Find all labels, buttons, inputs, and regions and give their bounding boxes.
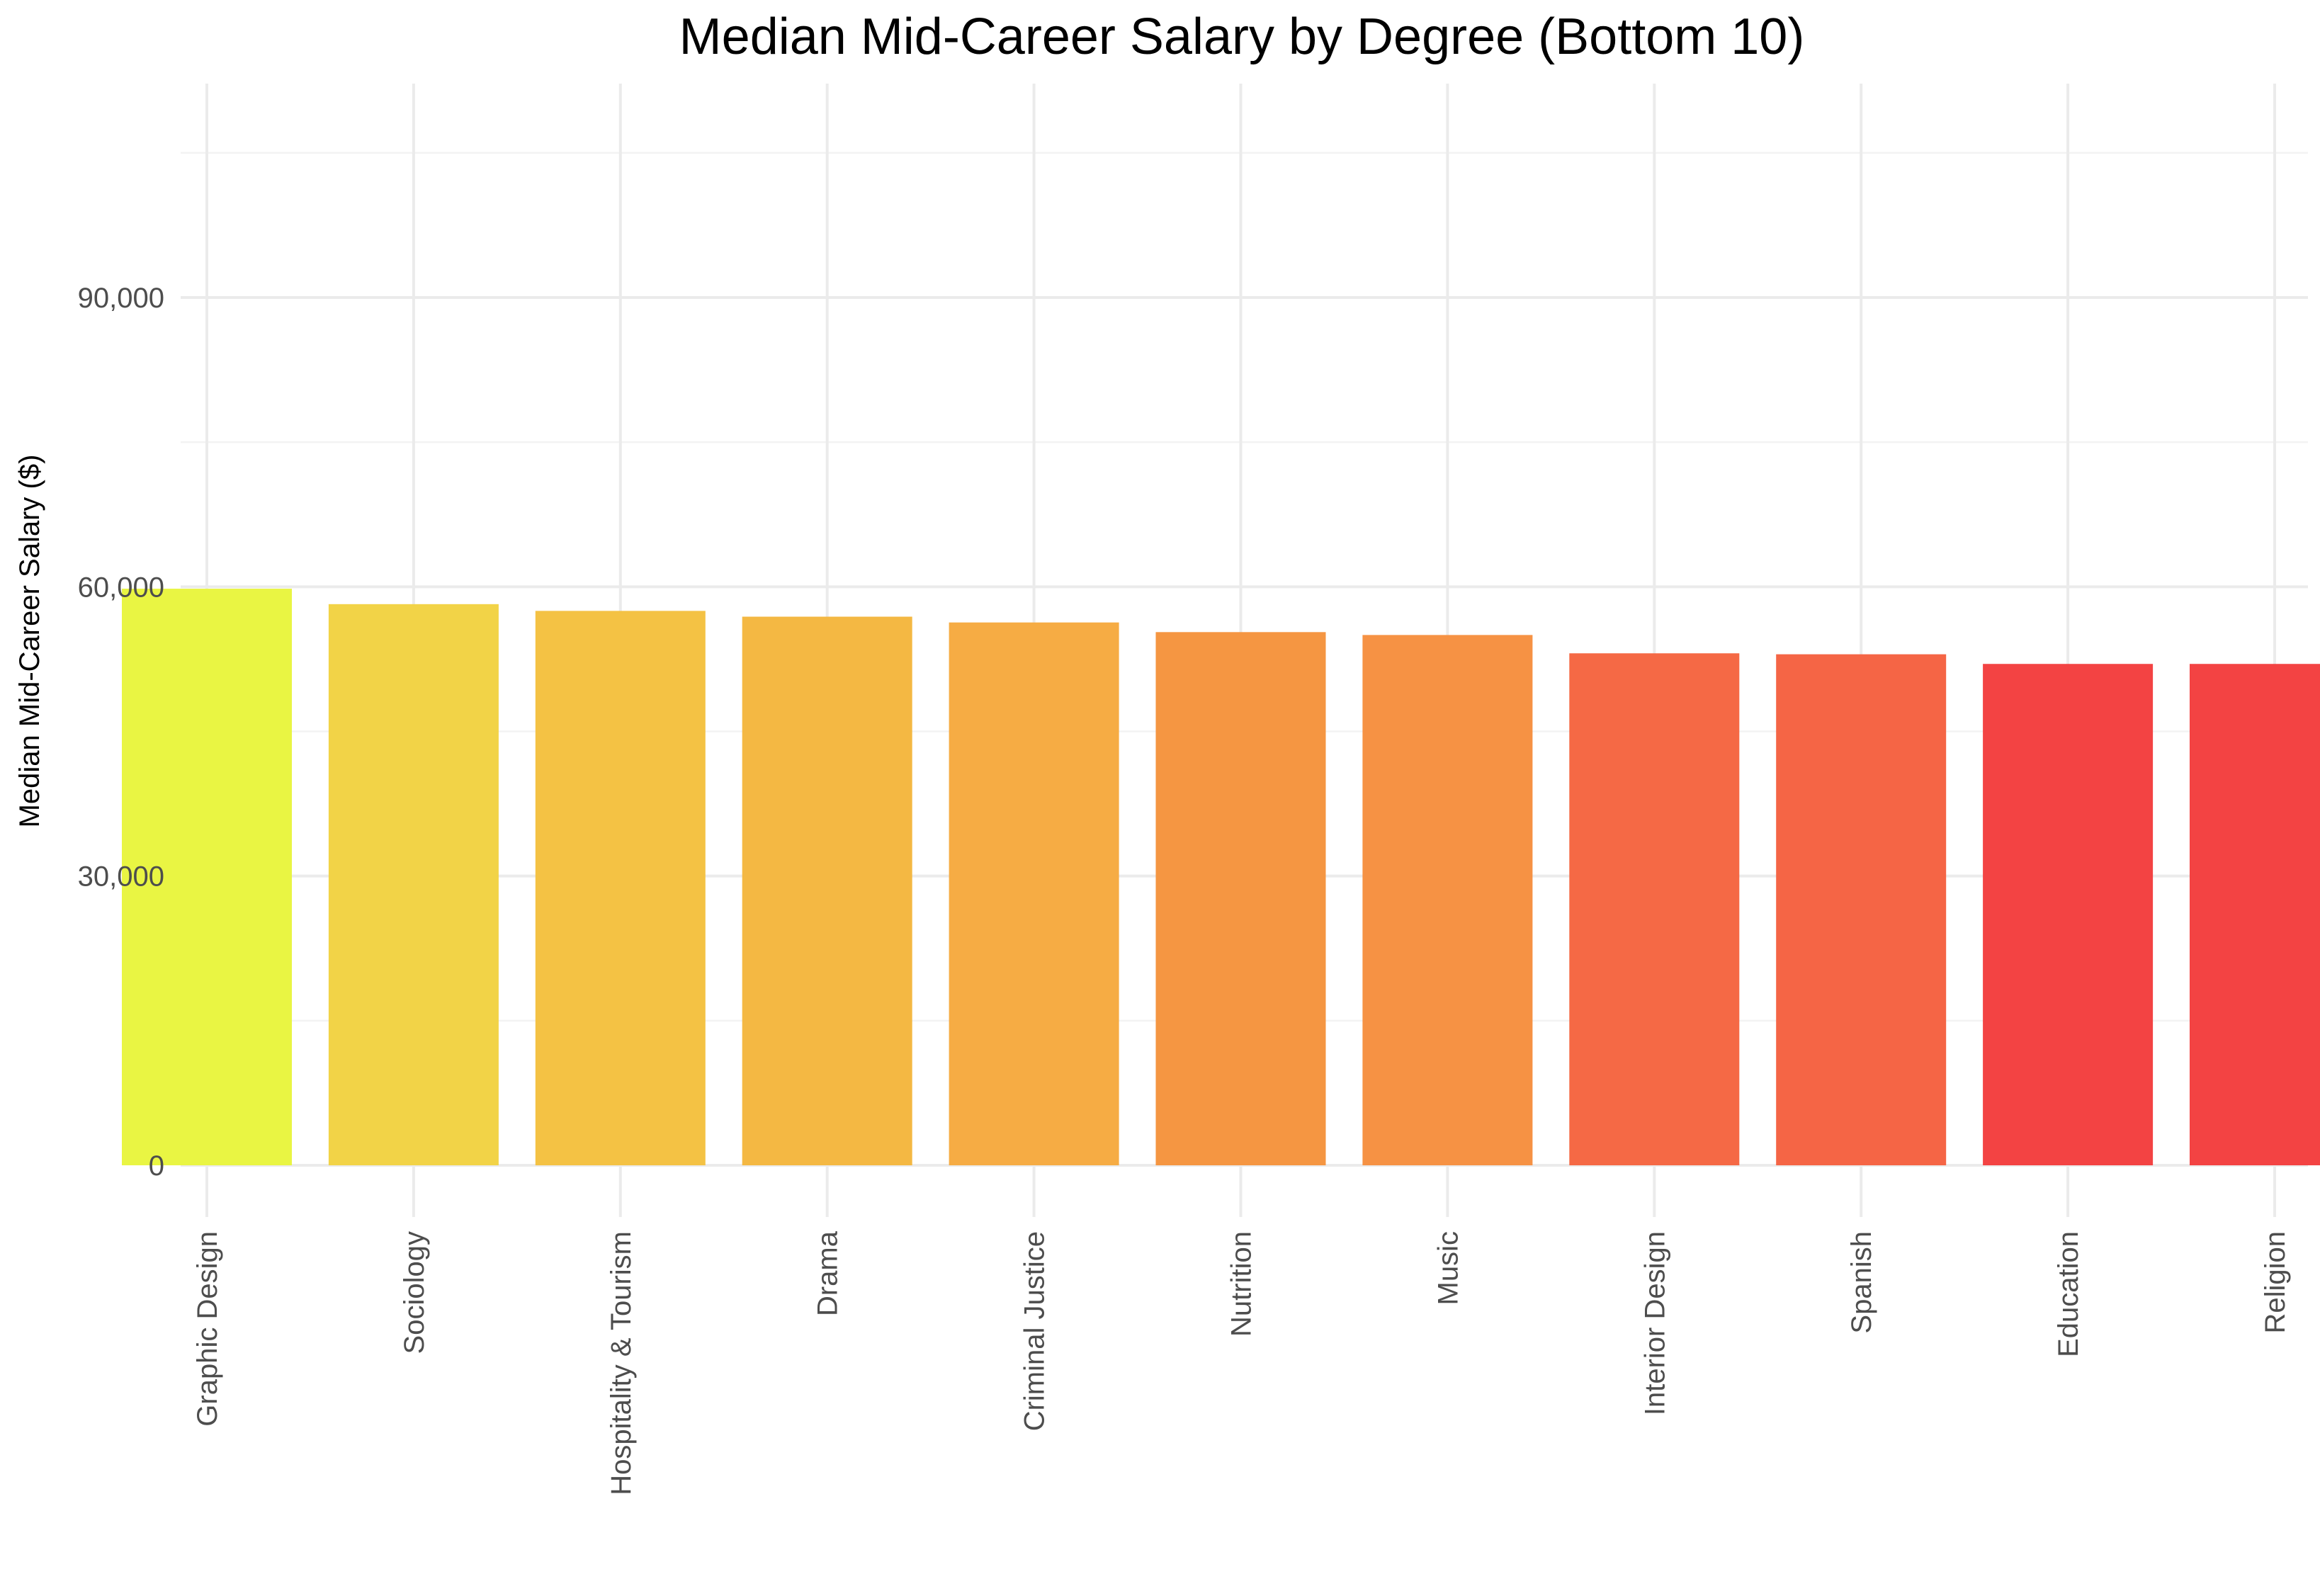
y-tick-label-0: 0 bbox=[149, 1150, 164, 1182]
x-tick-label-music: Music bbox=[1432, 1231, 1464, 1305]
bar-criminal-justice bbox=[949, 622, 1119, 1165]
bar-drama bbox=[742, 616, 912, 1165]
bar-education bbox=[1983, 664, 2154, 1165]
x-tick-label-graphic-design: Graphic Design bbox=[192, 1231, 223, 1427]
x-tick-label-drama: Drama bbox=[813, 1230, 844, 1316]
x-tick-label-spanish: Spanish bbox=[1846, 1231, 1877, 1334]
bar-hospitality-tourism bbox=[535, 611, 706, 1165]
y-tick-label-1: 30,000 bbox=[78, 861, 164, 893]
bar-spanish bbox=[1776, 654, 1947, 1165]
y-axis-label: Median Mid-Career Salary ($) bbox=[14, 455, 45, 828]
bars bbox=[122, 589, 2320, 1165]
chart-title: Median Mid-Career Salary by Degree (Bott… bbox=[679, 9, 1805, 65]
x-tick-label-criminal-justice: Criminal Justice bbox=[1019, 1231, 1051, 1431]
bar-nutrition bbox=[1155, 632, 1326, 1165]
x-tick-label-nutrition: Nutrition bbox=[1226, 1231, 1257, 1337]
y-tick-label-2: 60,000 bbox=[78, 572, 164, 603]
x-tick-label-religion: Religion bbox=[2260, 1231, 2291, 1334]
x-tick-label-education: Education bbox=[2053, 1231, 2084, 1357]
bar-music bbox=[1362, 635, 1533, 1165]
x-tick-label-hospitality-tourism: Hospitality & Tourism bbox=[606, 1231, 637, 1495]
bar-interior-design bbox=[1569, 653, 1740, 1165]
x-tick-label-interior-design: Interior Design bbox=[1639, 1231, 1670, 1415]
y-axis-ticks: 0 30,000 60,000 90,000 bbox=[78, 283, 164, 1182]
bar-sociology bbox=[328, 604, 499, 1165]
x-axis-ticks: Graphic Design Sociology Hospitality & Tou… bbox=[192, 1230, 2291, 1495]
y-tick-label-3: 90,000 bbox=[78, 283, 164, 314]
bar-religion bbox=[2190, 664, 2320, 1165]
x-tick-label-sociology: Sociology bbox=[399, 1231, 430, 1354]
bar-graphic-design bbox=[122, 589, 292, 1165]
